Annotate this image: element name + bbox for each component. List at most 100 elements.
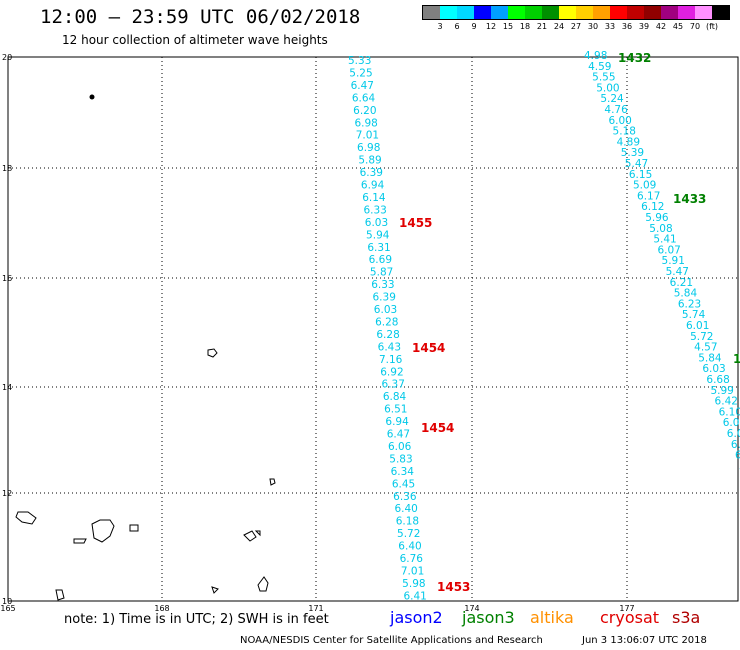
left-track-value: 6.36 <box>393 491 417 503</box>
right-track-value: 5.96 <box>645 212 669 224</box>
footer-note: note: 1) Time is in UTC; 2) SWH is in fe… <box>64 612 329 627</box>
legend-swatch <box>627 6 644 19</box>
mission-altika: altika <box>530 608 574 627</box>
island-outline <box>243 530 257 542</box>
left-track-value: 6.28 <box>376 329 399 341</box>
left-track-value: 6.06 <box>388 441 412 453</box>
left-track-value: 7.01 <box>356 130 379 142</box>
left-track-value: 6.76 <box>400 553 424 565</box>
right-track-value: 4.59 <box>588 61 611 73</box>
x-tick-label: 168 <box>154 604 169 613</box>
y-tick-label: 20 <box>2 53 12 62</box>
left-track-value: 6.51 <box>384 404 407 416</box>
right-track-value: 5.24 <box>600 93 624 105</box>
pass-labels: 1432 1455 1433 1454 1 1454 1453 <box>399 51 740 594</box>
left-track-value: 6.69 <box>369 254 392 266</box>
left-track-value: 7.01 <box>401 565 424 577</box>
right-track-value: 6.03 <box>702 363 725 375</box>
legend-swatch <box>542 6 559 19</box>
right-track-value: 6.00 <box>608 115 631 127</box>
island-outline <box>15 511 37 525</box>
mission-jason3: jason3 <box>462 608 515 627</box>
right-track-value: 4.76 <box>604 104 628 116</box>
pass-number-label: 1 <box>733 352 740 366</box>
left-track-value: 6.45 <box>392 478 415 490</box>
island-outline <box>91 519 115 543</box>
altimeter-tracks: 5.335.256.476.646.206.987.016.985.896.39… <box>348 50 740 602</box>
legend-swatch <box>712 6 729 19</box>
left-track-value: 6.33 <box>363 204 386 216</box>
left-track-value: 5.87 <box>370 267 393 279</box>
island-outline <box>211 586 219 594</box>
left-track-value: 5.94 <box>366 229 390 241</box>
legend-swatch <box>610 6 627 19</box>
legend-swatch <box>559 6 576 19</box>
right-track-value: 4.89 <box>617 136 640 148</box>
right-track-value: 5.41 <box>653 234 676 246</box>
mission-cryosat: cryosat <box>600 608 660 627</box>
pass-number-label: 1455 <box>399 216 432 230</box>
left-track-value: 6.43 <box>378 341 401 353</box>
right-track-value: 6.17 <box>637 190 660 202</box>
legend-swatch <box>508 6 525 19</box>
credit-line: NOAA/NESDIS Center for Satellite Applica… <box>240 635 543 646</box>
left-track-value: 6.40 <box>394 503 417 515</box>
left-track-value: 6.18 <box>396 516 419 528</box>
left-track-value: 6.64 <box>352 92 376 104</box>
x-tick-label: 171 <box>308 604 323 613</box>
right-track-value: 6.0 <box>727 428 740 440</box>
right-track-value: 5.47 <box>625 158 648 170</box>
legend-swatch <box>474 6 491 19</box>
island-outline <box>73 538 87 544</box>
legend-label: 18 <box>519 22 531 31</box>
left-track-value: 6.03 <box>374 304 397 316</box>
legend-swatch <box>440 6 457 19</box>
pass-number-label: 1453 <box>437 580 470 594</box>
right-track-value: 6.21 <box>670 277 693 289</box>
legend-label: 9 <box>471 22 477 31</box>
right-track-value: 6.10 <box>719 406 740 418</box>
left-track-value: 7.16 <box>379 354 403 366</box>
right-track-value: 6.01 <box>686 320 709 332</box>
island-outline <box>257 576 269 592</box>
legend-label: 3 <box>437 22 443 31</box>
mission-jason2: jason2 <box>390 608 443 627</box>
right-track-value: 5.00 <box>596 82 619 94</box>
left-track-value: 6.33 <box>371 279 394 291</box>
right-track-value: 5.72 <box>690 331 713 343</box>
right-track-value: 5.91 <box>662 255 685 267</box>
right-track-value: 5.74 <box>682 309 706 321</box>
page-title: 12:00 — 23:59 UTC 06/02/2018 <box>40 6 361 28</box>
island-outline <box>89 94 95 100</box>
legend-labels: 3 6 9 12 15 18 21 24 27 30 33 36 39 42 45 70 (ft) <box>422 20 730 32</box>
left-track-value: 6.37 <box>382 379 405 391</box>
left-track-value: 5.72 <box>397 528 420 540</box>
pass-number-label: 1432 <box>618 51 651 65</box>
right-track-value: 6.23 <box>678 298 701 310</box>
right-track-value: 5.09 <box>633 180 656 192</box>
left-track-value: 6.14 <box>362 192 386 204</box>
legend-swatch <box>576 6 593 19</box>
right-track-value: 4.98 <box>584 50 607 62</box>
right-track-value: 6.07 <box>657 244 680 256</box>
legend-swatch <box>644 6 661 19</box>
pass-number-label: 1454 <box>412 341 445 355</box>
left-track-value: 6.98 <box>357 142 380 154</box>
page-subtitle: 12 hour collection of altimeter wave hei… <box>62 33 328 47</box>
left-track-value: 6.20 <box>353 105 376 117</box>
left-track-value: 6.39 <box>373 292 396 304</box>
left-track-value: 6.03 <box>365 217 388 229</box>
mission-s3a: s3a <box>672 608 701 627</box>
left-track-value: 6.94 <box>361 180 385 192</box>
right-track-value: 6. <box>731 439 740 451</box>
left-track-value: 5.98 <box>402 578 425 590</box>
legend-label: 6 <box>454 22 460 31</box>
legend-label: 70 <box>689 22 701 31</box>
left-track-value: 6.39 <box>360 167 383 179</box>
pass-number-label: 1454 <box>421 421 454 435</box>
left-track-value: 6.94 <box>385 416 409 428</box>
left-track-value: 5.83 <box>389 453 412 465</box>
legend-swatches <box>422 5 730 20</box>
legend-label: (ft) <box>705 22 719 31</box>
